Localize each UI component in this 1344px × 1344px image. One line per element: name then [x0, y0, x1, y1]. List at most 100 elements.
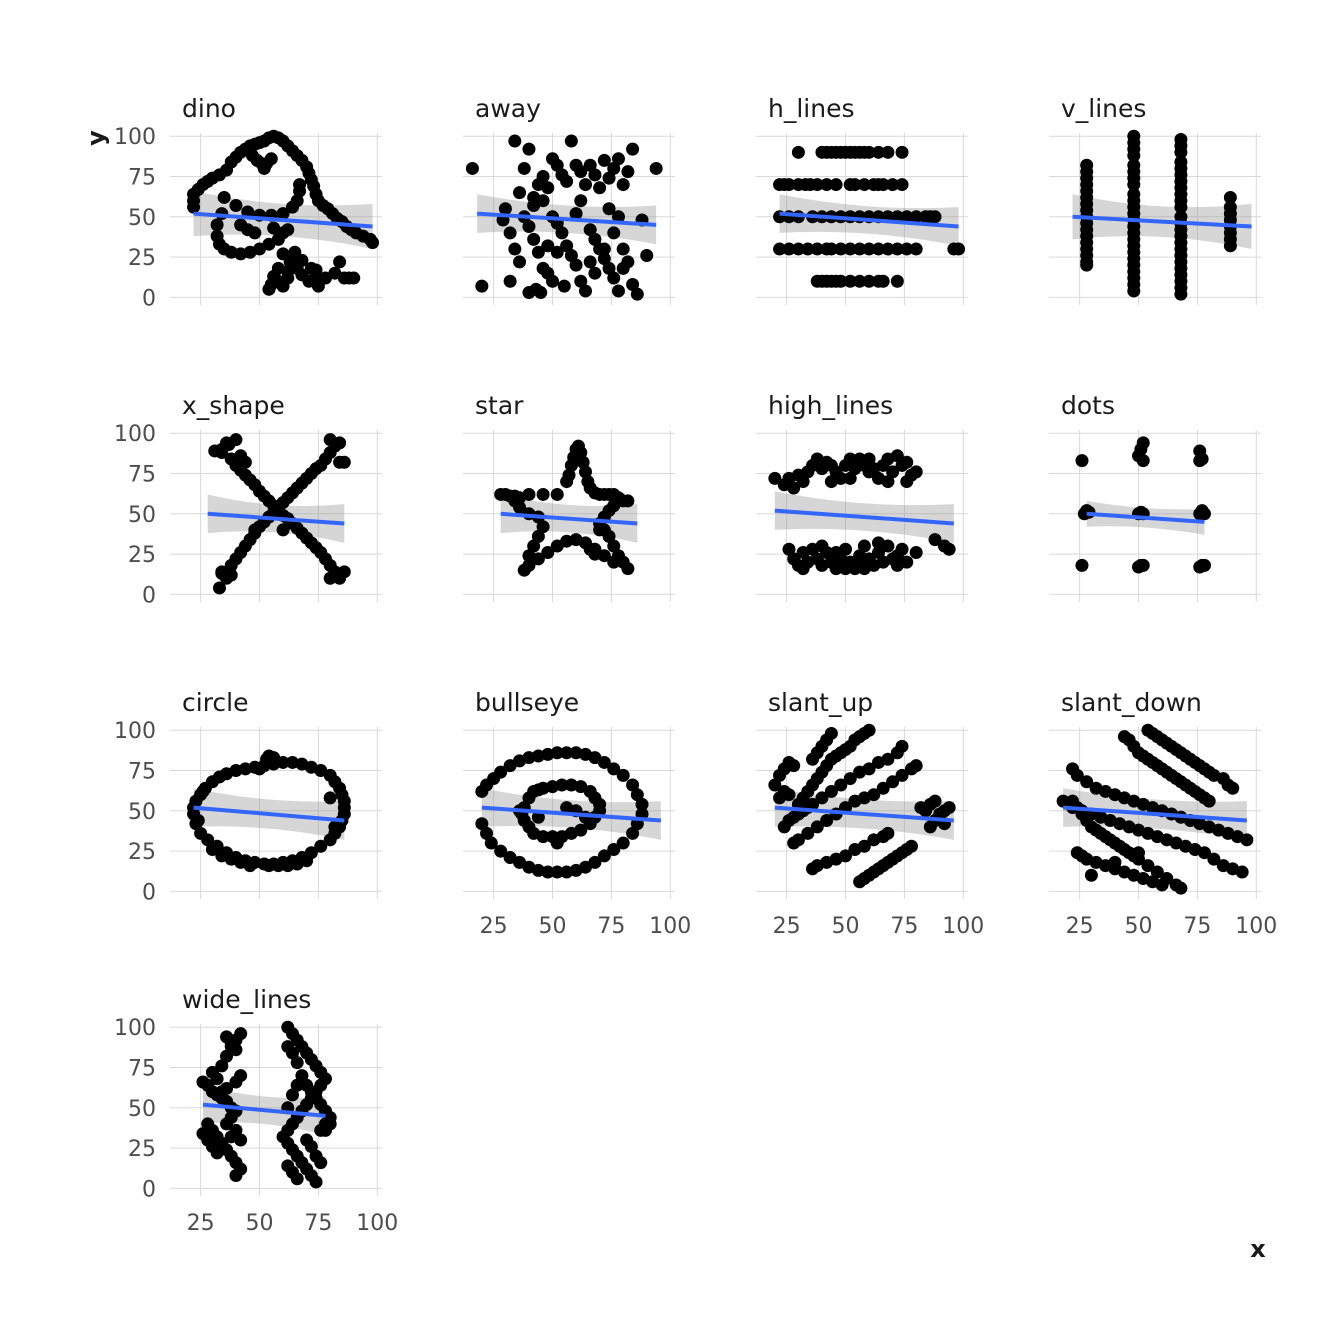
data-point — [224, 1130, 238, 1144]
data-point — [626, 826, 640, 840]
x-tick-label: 50 — [539, 914, 567, 939]
regression-line — [774, 508, 955, 526]
y-tick-label: 0 — [142, 880, 156, 905]
data-point — [578, 284, 592, 298]
data-point — [574, 165, 588, 179]
data-point — [323, 571, 337, 585]
data-point — [309, 1175, 323, 1189]
data-point — [210, 1146, 224, 1160]
data-point — [876, 178, 890, 192]
data-point — [876, 781, 890, 795]
data-point — [550, 836, 564, 850]
data-point — [220, 1049, 234, 1063]
data-point — [843, 242, 857, 256]
data-point — [1155, 878, 1169, 892]
x-tick-label: 25 — [773, 914, 801, 939]
data-point — [267, 751, 281, 765]
facet-title: away — [475, 94, 541, 123]
data-point — [229, 199, 243, 213]
data-point — [857, 178, 871, 192]
data-point — [494, 765, 508, 779]
data-point — [602, 529, 616, 543]
data-point — [611, 152, 625, 166]
facet-title: slant_up — [768, 688, 873, 717]
data-point — [522, 549, 536, 563]
data-point — [900, 210, 914, 224]
facet-title: star — [475, 391, 524, 420]
data-point — [782, 542, 796, 556]
data-point — [224, 1110, 238, 1124]
data-point — [602, 202, 616, 216]
data-point — [534, 286, 548, 300]
data-point — [626, 142, 640, 156]
data-point — [531, 810, 545, 824]
data-point — [829, 545, 843, 559]
data-point — [834, 274, 848, 288]
data-point — [1136, 558, 1150, 572]
data-point — [1174, 881, 1188, 895]
data-point — [498, 202, 512, 216]
data-point — [1127, 284, 1141, 298]
data-point — [475, 817, 489, 831]
data-point — [1174, 200, 1188, 214]
data-point — [801, 242, 815, 256]
data-point — [1197, 558, 1211, 572]
data-point — [607, 226, 621, 240]
data-point — [262, 859, 276, 873]
data-point — [857, 839, 871, 853]
facet-title: circle — [182, 688, 249, 717]
data-point — [881, 752, 895, 766]
data-point — [588, 266, 602, 280]
data-point — [782, 242, 796, 256]
data-point — [909, 210, 923, 224]
data-point — [309, 263, 323, 277]
data-point — [952, 242, 966, 256]
x-tick-label: 100 — [649, 914, 691, 939]
data-point — [1108, 855, 1122, 869]
x-tick-label: 75 — [890, 914, 918, 939]
data-point — [942, 801, 956, 815]
y-tick-label: 100 — [114, 1016, 156, 1041]
data-point — [550, 746, 564, 760]
regression-line — [207, 511, 345, 526]
data-point — [796, 562, 810, 576]
data-point — [843, 772, 857, 786]
data-point — [288, 245, 302, 259]
data-point — [522, 487, 536, 501]
data-point — [295, 1069, 309, 1083]
data-point — [820, 813, 834, 827]
data-point — [881, 475, 895, 489]
data-point — [834, 242, 848, 256]
data-point — [290, 1056, 304, 1070]
data-point — [276, 207, 290, 221]
data-point — [871, 536, 885, 550]
data-point — [900, 555, 914, 569]
data-point — [871, 242, 885, 256]
x-tick-label: 100 — [942, 914, 984, 939]
data-point — [773, 242, 787, 256]
data-point — [1075, 454, 1089, 468]
data-point — [597, 849, 611, 863]
data-point — [1127, 178, 1141, 192]
data-point — [574, 194, 588, 208]
data-point — [536, 487, 550, 501]
data-point — [597, 153, 611, 167]
data-point — [264, 152, 278, 166]
data-point — [248, 523, 262, 537]
x-tick-label: 100 — [356, 1211, 398, 1236]
y-tick-label: 75 — [128, 166, 156, 191]
data-point — [1202, 794, 1216, 808]
data-point — [782, 788, 796, 802]
data-point — [588, 232, 602, 246]
data-point — [787, 481, 801, 495]
y-tick-label: 25 — [128, 840, 156, 865]
data-point — [555, 226, 569, 240]
data-point — [560, 174, 574, 188]
data-point — [191, 813, 205, 827]
data-point — [281, 265, 295, 279]
data-point — [588, 168, 602, 182]
data-point — [928, 533, 942, 547]
data-point — [475, 279, 489, 293]
data-point — [616, 836, 630, 850]
facet-title: h_lines — [768, 94, 855, 123]
